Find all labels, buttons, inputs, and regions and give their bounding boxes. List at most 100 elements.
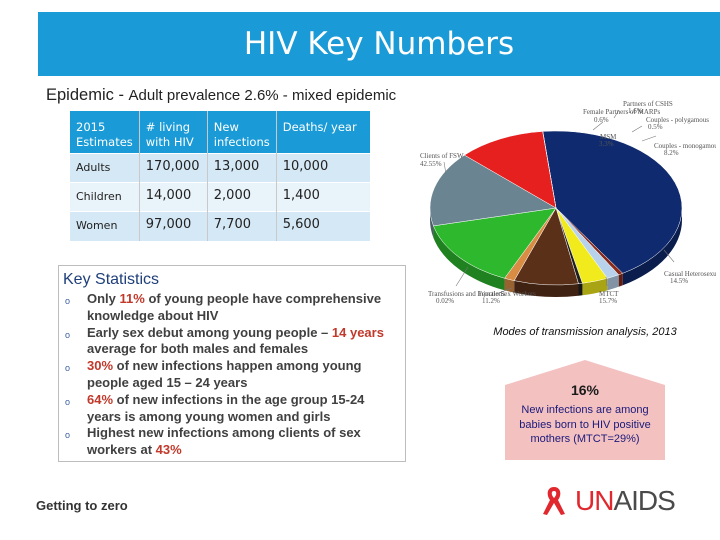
bullet-icon: o <box>65 430 71 441</box>
table-header: New infections <box>206 110 277 154</box>
stat-text: of young people have comprehensive knowl… <box>87 291 382 323</box>
key-statistics-box: Key Statistics o Only 11% of young people… <box>58 265 406 462</box>
list-item: o 30% of new infections happen among youn… <box>65 358 391 392</box>
title-bar: HIV Key Numbers <box>38 12 720 76</box>
pie-depth-wall <box>618 273 623 287</box>
label-female-sex-workers: Female Sex Workers 11.2% <box>478 290 536 305</box>
label-partners-cshs: Partners of CSHS 1.6% <box>623 100 673 115</box>
slice-value: 15.7% <box>599 297 617 305</box>
estimates-table: 2015 Estimates # living with HIV New inf… <box>70 110 370 241</box>
pie-depth-wall <box>622 208 682 286</box>
bullet-icon: o <box>65 296 71 306</box>
table-cell: 97,000 <box>138 211 208 241</box>
list-item: o Only 11% of young people have comprehen… <box>65 291 391 325</box>
slice-label: Couples - polygamous <box>646 116 709 124</box>
pie-slice-female-sex-workers <box>463 131 557 209</box>
key-statistics-heading: Key Statistics <box>63 271 160 288</box>
pie-depth-wall <box>433 225 505 291</box>
mtct-callout: 16% New infections are among babies born… <box>505 360 665 460</box>
slice-value: 14.5% <box>670 277 688 285</box>
table-row: Adults 170,000 13,000 10,000 <box>70 153 370 183</box>
table-cell: 7,700 <box>206 211 277 241</box>
callout-percent: 16% <box>570 382 600 398</box>
key-statistics-list: o Only 11% of young people have comprehen… <box>65 291 391 459</box>
slice-label: Clients of FSW <box>420 152 464 160</box>
logo-wordmark: UNAIDS <box>575 485 676 517</box>
row-label: Children <box>70 182 140 212</box>
stat-text: Only <box>87 291 120 306</box>
pie-depth-wall <box>504 278 515 293</box>
slice-value: 42.55% <box>420 160 442 168</box>
stat-highlight: 64% <box>87 391 114 407</box>
label-couples-polygamous: Couples - polygamous 0.5% <box>646 116 709 131</box>
stat-text: Highest new infections among clients of … <box>87 425 361 458</box>
stat-highlight: 14 years <box>331 324 384 340</box>
table-cell: 5,600 <box>275 211 370 241</box>
pie-slice-clients-of-fsw <box>542 130 683 274</box>
pie-depth-wall <box>607 274 619 291</box>
list-item: o Highest new infections among clients of… <box>65 425 391 459</box>
pie-slice-mtct <box>429 154 557 227</box>
label-couples-monogamous: Couples - monogamous 8.2% <box>654 142 716 157</box>
slice-value: 11.2% <box>482 297 500 305</box>
table-row: Women 97,000 7,700 5,600 <box>70 211 370 241</box>
subtitle-lead: Epidemic - <box>46 86 129 104</box>
stat-text: Early sex debut among young people – <box>87 324 332 340</box>
table-header: # living with HIV <box>138 110 208 154</box>
pie-slices <box>429 130 683 286</box>
pie-depth-wall <box>430 208 434 238</box>
logo-suffix: AIDS <box>613 485 675 516</box>
stat-text: of new infections happen among young peo… <box>87 358 362 390</box>
callout-text: New infections are among babies born to … <box>519 404 651 445</box>
footer-tagline: Getting to zero <box>36 498 128 513</box>
label-msm: MSM 3.3% <box>599 133 617 148</box>
table-header-row: 2015 Estimates # living with HIV New inf… <box>70 110 370 154</box>
epidemic-subtitle: Epidemic - Adult prevalence 2.6% - mixed… <box>46 86 396 105</box>
bullet-icon: o <box>65 363 71 374</box>
stat-highlight: 43% <box>155 442 182 458</box>
page-title: HIV Key Numbers <box>243 26 515 62</box>
label-mtct: MTCT 15.7% <box>599 290 619 305</box>
table-cell: 170,000 <box>138 153 208 183</box>
slice-value: 0.02% <box>436 297 454 305</box>
chart-caption: Modes of transmission analysis, 2013 <box>493 326 677 338</box>
slice-label: Couples - monogamous <box>654 142 716 150</box>
pie-depth <box>430 208 682 297</box>
label-casual-hetero: Casual Heterosexuals14.5% <box>664 270 716 285</box>
slice-value: 0.6% <box>594 116 609 124</box>
table-header: 2015 Estimates <box>70 110 140 154</box>
pie-depth-wall <box>514 280 579 297</box>
table-cell: 10,000 <box>275 153 370 183</box>
bullet-icon: o <box>65 396 71 407</box>
slice-label: Female Partners of MARPs <box>583 108 660 116</box>
slice-label: Partners of CSHS <box>623 100 673 108</box>
logo-prefix: UN <box>575 485 614 516</box>
table-row: Children 14,000 2,000 1,400 <box>70 182 370 212</box>
slice-label: MSM <box>600 133 617 141</box>
table-cell: 13,000 <box>206 153 277 183</box>
leader-lines <box>443 109 675 295</box>
pie-slice-casual-heterosexuals <box>433 207 557 279</box>
slice-value: 1.6% <box>628 107 643 115</box>
slice-label: Female Sex Workers <box>478 290 536 298</box>
stat-text: of new infections in the age group 15-24… <box>87 391 365 424</box>
subtitle-text: Adult prevalence 2.6% - mixed epidemic <box>128 87 397 104</box>
slice-label: Transfusions and Injections <box>428 290 505 298</box>
list-item: o Early sex debut among young people – 14… <box>65 325 391 359</box>
pie-slice-transfusions-and-injections <box>542 131 557 209</box>
stat-highlight: 11% <box>119 291 145 306</box>
table-cell: 1,400 <box>275 182 370 212</box>
red-ribbon-icon <box>543 487 565 515</box>
label-clients-fsw: Clients of FSW 42.55% <box>420 152 464 168</box>
transmission-pie-chart: Clients of FSW 42.55% Female Partners of … <box>420 100 716 305</box>
table-header: Deaths/ year <box>275 110 370 154</box>
slice-label: MTCT <box>599 290 619 298</box>
table-cell: 2,000 <box>206 182 277 212</box>
stat-highlight: 30% <box>87 358 114 374</box>
row-label: Women <box>70 211 140 241</box>
slice-value: 0.5% <box>648 123 663 131</box>
stat-text: average for both males and females <box>87 341 309 357</box>
table-cell: 14,000 <box>138 182 208 212</box>
label-female-partners: Female Partners of MARPs 0.6% <box>583 108 660 124</box>
pie-depth-wall <box>578 283 583 296</box>
